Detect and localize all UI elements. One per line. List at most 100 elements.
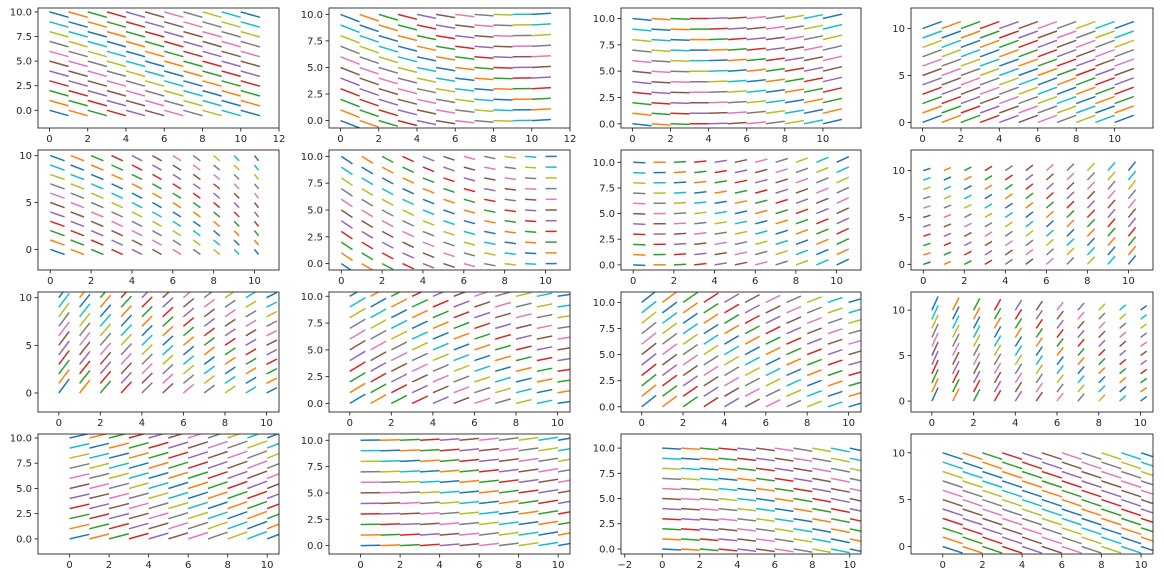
segment xyxy=(459,458,480,463)
segment xyxy=(435,98,456,104)
segment xyxy=(125,80,146,87)
segment xyxy=(416,45,437,52)
segment xyxy=(400,491,420,494)
segment xyxy=(662,477,682,481)
segment xyxy=(943,204,952,209)
segment xyxy=(266,462,279,470)
segment xyxy=(774,497,794,503)
segment xyxy=(923,242,931,247)
segment xyxy=(416,77,437,83)
segment xyxy=(1041,508,1063,517)
segment xyxy=(784,77,805,83)
segment xyxy=(1018,58,1039,67)
segment xyxy=(479,542,499,547)
segment xyxy=(755,528,775,533)
segment xyxy=(1056,310,1064,320)
segment xyxy=(775,209,789,215)
segment xyxy=(942,508,963,517)
segment xyxy=(380,449,401,452)
segment xyxy=(400,449,420,452)
segment xyxy=(1086,199,1096,209)
segment xyxy=(87,11,108,19)
segment xyxy=(1098,357,1106,366)
segment xyxy=(494,312,512,319)
segment xyxy=(651,17,671,21)
y-tick-label: 0.0 xyxy=(599,260,615,271)
segment xyxy=(827,390,843,398)
segment xyxy=(439,480,460,484)
segment xyxy=(89,492,110,500)
segment xyxy=(144,99,165,107)
segment xyxy=(504,241,516,245)
segment xyxy=(962,527,983,536)
segment xyxy=(69,503,90,510)
segment xyxy=(168,511,189,520)
segment xyxy=(1004,193,1013,200)
segment xyxy=(651,101,671,105)
segment xyxy=(661,332,678,345)
segment xyxy=(803,13,824,20)
segment xyxy=(240,50,261,58)
segment xyxy=(90,173,104,181)
segment xyxy=(993,362,1002,375)
segment xyxy=(504,177,516,181)
segment xyxy=(1056,67,1077,77)
segment xyxy=(168,441,189,449)
segment xyxy=(453,332,470,340)
segment xyxy=(661,343,678,356)
segment xyxy=(459,469,480,473)
segment xyxy=(963,260,972,266)
segment xyxy=(1056,392,1064,402)
segment xyxy=(479,532,499,536)
segment xyxy=(221,30,241,38)
segment xyxy=(803,56,824,62)
segment xyxy=(99,313,112,327)
segment xyxy=(1140,304,1148,311)
segment xyxy=(682,323,699,335)
segment xyxy=(633,212,646,215)
x-tick-label: 6 xyxy=(452,134,458,145)
segment xyxy=(765,78,785,83)
segment xyxy=(400,480,420,484)
segment xyxy=(148,492,169,500)
segment xyxy=(737,528,757,532)
segment xyxy=(245,319,257,327)
segment xyxy=(661,395,678,408)
segment xyxy=(148,461,169,470)
segment xyxy=(941,77,962,86)
segment xyxy=(459,532,480,536)
segment xyxy=(187,461,209,470)
segment xyxy=(708,59,728,62)
segment xyxy=(557,390,570,394)
segment xyxy=(203,336,216,346)
segment xyxy=(203,384,216,394)
segment xyxy=(1001,527,1023,536)
segment xyxy=(1061,517,1082,526)
segment xyxy=(1001,489,1023,498)
segment xyxy=(1035,373,1044,384)
segment xyxy=(479,479,499,484)
segment xyxy=(531,23,551,26)
segment xyxy=(525,177,537,180)
segment xyxy=(370,292,380,297)
segment xyxy=(108,532,130,540)
segment xyxy=(163,70,184,78)
segment xyxy=(633,171,646,174)
segment xyxy=(50,211,65,218)
segment xyxy=(390,341,408,351)
segment xyxy=(737,477,757,482)
x-tick-label: 8 xyxy=(490,134,496,145)
segment xyxy=(942,489,963,498)
segment xyxy=(680,447,700,451)
vector-field xyxy=(360,436,570,547)
segment xyxy=(952,351,960,366)
segment xyxy=(498,510,519,515)
segment xyxy=(1021,489,1043,498)
segment xyxy=(670,38,690,41)
segment xyxy=(233,192,240,199)
segment xyxy=(1075,95,1096,105)
segment xyxy=(380,533,401,536)
segment xyxy=(224,309,236,318)
segment xyxy=(253,211,260,218)
segment xyxy=(1061,545,1082,554)
